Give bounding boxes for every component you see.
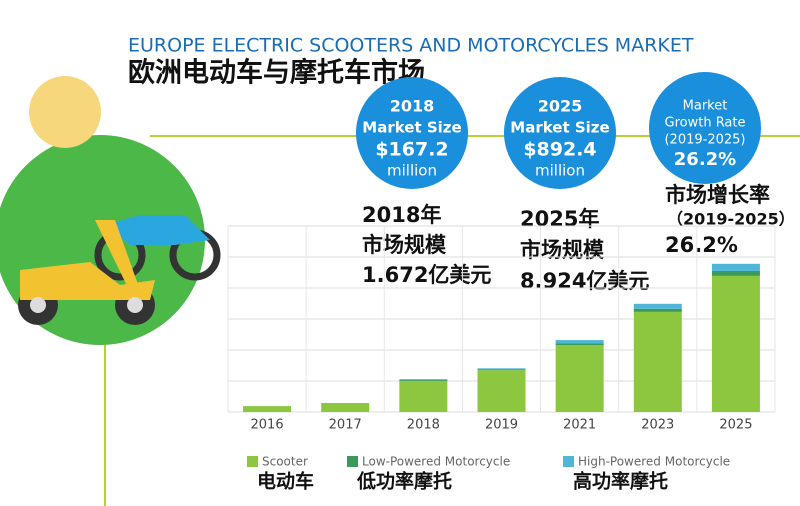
sun xyxy=(29,76,101,148)
note-text: 8.924亿美元 xyxy=(520,269,649,293)
bar-segment xyxy=(633,308,682,312)
stat-text: 2025 xyxy=(538,97,583,116)
bar-segment xyxy=(633,311,682,412)
legend-label-zh: 高功率摩托 xyxy=(573,470,668,493)
bar-segment xyxy=(399,379,448,381)
legend-label-zh: 低功率摩托 xyxy=(356,470,452,493)
note-text: 2018年 xyxy=(362,203,441,227)
stat-text: $892.4 xyxy=(523,139,596,161)
stat-circle xyxy=(649,72,761,184)
stat-text: Market Size xyxy=(362,119,461,137)
bar-segment xyxy=(243,406,292,412)
bar-segment xyxy=(555,343,604,346)
x-tick-label: 2025 xyxy=(719,418,752,433)
stat-text: Market xyxy=(683,99,728,114)
title-zh: 欧洲电动车与摩托车市场 xyxy=(128,57,425,89)
title-en: EUROPE ELECTRIC SCOOTERS AND MOTORCYCLES… xyxy=(128,35,694,57)
bar-segment xyxy=(711,275,760,412)
bar-segment xyxy=(711,270,760,276)
note-text: 2025年 xyxy=(520,207,599,231)
legend-swatch xyxy=(347,456,358,467)
bar-segment xyxy=(555,345,604,412)
stat-text: Market Size xyxy=(510,119,609,137)
note-text: 市场规模 xyxy=(362,233,447,257)
legend-swatch xyxy=(563,456,574,467)
stat-text: million xyxy=(535,162,585,180)
note-text: 市场增长率 xyxy=(665,183,770,207)
legend-swatch xyxy=(247,456,258,467)
stat-text: Growth Rate xyxy=(665,116,746,131)
bar-segment xyxy=(399,380,448,381)
note-text: （2019-2025） xyxy=(667,210,795,229)
stat-circle xyxy=(356,77,468,189)
legend-label: High-Powered Motorcycle xyxy=(578,455,730,469)
stat-text: $167.2 xyxy=(375,139,448,161)
bar-segment xyxy=(321,403,370,412)
x-tick-label: 2023 xyxy=(641,418,674,433)
bar-segment xyxy=(555,340,604,344)
stat-text: 2018 xyxy=(390,97,435,116)
bar-segment xyxy=(633,303,682,309)
x-tick-label: 2017 xyxy=(329,418,362,433)
x-tick-label: 2016 xyxy=(251,418,284,433)
note-text: 26.2% xyxy=(665,233,738,257)
note-text: 市场规模 xyxy=(520,238,605,262)
bar-segment xyxy=(477,369,526,371)
note-text: 1.672亿美元 xyxy=(362,263,491,287)
bar-segment xyxy=(711,263,760,271)
x-tick-label: 2021 xyxy=(563,418,596,433)
bar-segment xyxy=(399,381,448,412)
x-tick-label: 2019 xyxy=(485,418,518,433)
scooter xyxy=(18,220,155,325)
legend-label: Low-Powered Motorcycle xyxy=(362,455,510,469)
x-tick-label: 2018 xyxy=(407,418,440,433)
legend-label: Scooter xyxy=(262,455,308,469)
bar-segment xyxy=(477,368,526,370)
stat-text: million xyxy=(387,162,437,180)
stat-circle xyxy=(504,77,616,189)
stat-text: 26.2% xyxy=(674,149,736,170)
stat-text: (2019-2025) xyxy=(664,133,745,148)
bar-segment xyxy=(477,370,526,412)
legend-label-zh: 电动车 xyxy=(257,470,314,493)
motorcycle xyxy=(94,215,221,281)
